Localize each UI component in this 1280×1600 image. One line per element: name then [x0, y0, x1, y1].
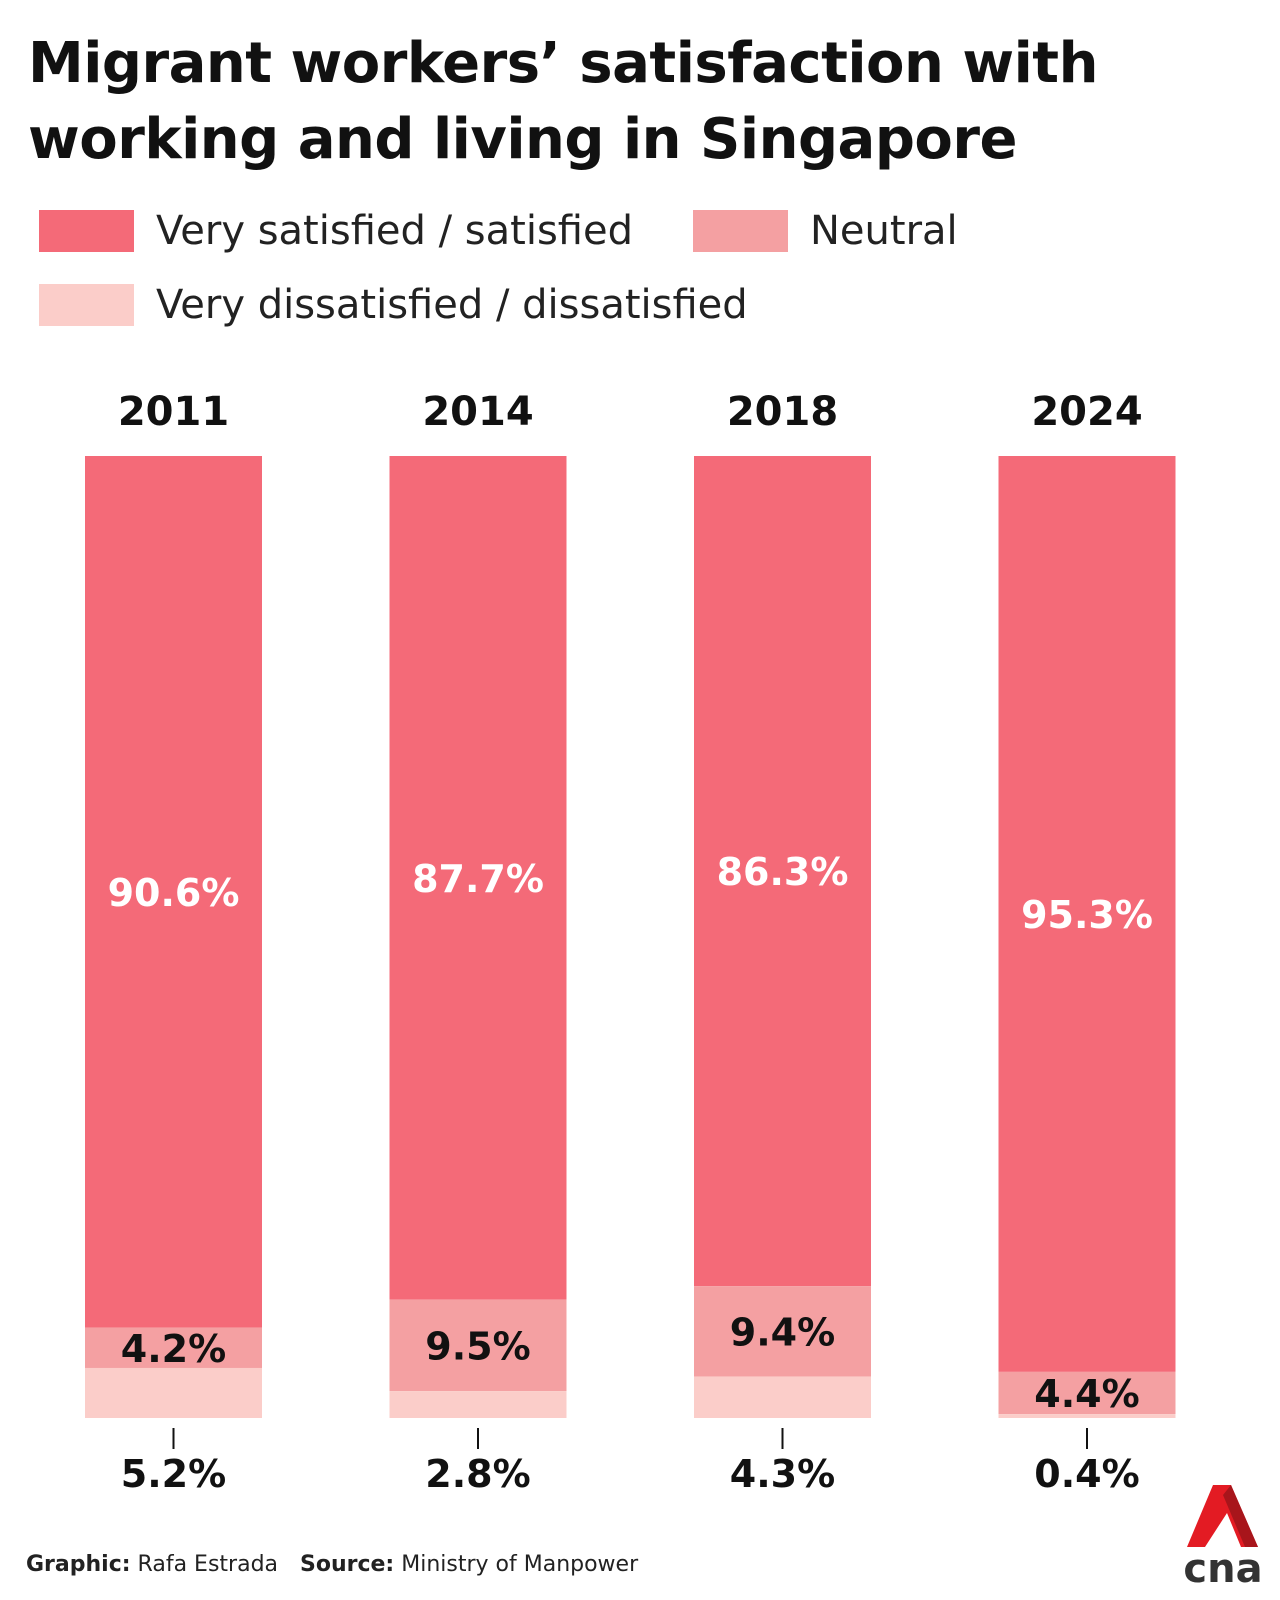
data-label: 5.2%	[121, 1452, 226, 1496]
bar-segment-satisfied	[389, 456, 567, 1300]
stacked-bar-chart: 2011 90.6% 4.2% 5.2% 2014 87.7% 9.5% 2.8% 2018 86…	[85, 389, 1176, 1496]
data-label: 86.3%	[717, 850, 849, 894]
footer-graphic: Graphic: Rafa Estrada	[26, 1552, 278, 1577]
chart-title: Migrant workers’ satisfaction with worki…	[28, 31, 1098, 172]
bar-segment-neutral	[85, 1327, 262, 1368]
data-label: 4.2%	[121, 1327, 226, 1371]
graphic-value: Rafa Estrada	[137, 1552, 279, 1577]
bar-segment-dissatisfied	[85, 1367, 262, 1418]
bar-segment-neutral	[694, 1286, 871, 1377]
legend-label: Neutral	[810, 208, 958, 254]
data-label: 90.6%	[108, 871, 240, 915]
bar-segment-neutral	[389, 1299, 567, 1392]
legend-swatch-dissatisfied	[39, 284, 134, 326]
bar-segment-dissatisfied	[998, 1414, 1176, 1418]
data-label: 4.3%	[730, 1452, 835, 1496]
data-label: 9.4%	[730, 1310, 835, 1354]
legend-label: Very dissatisfied / dissatisfied	[156, 282, 748, 328]
legend-item-dissatisfied: Very dissatisfied / dissatisfied	[39, 282, 748, 328]
bar-segment-dissatisfied	[694, 1376, 871, 1418]
year-label: 2011	[118, 389, 229, 435]
bar-segment-neutral	[998, 1371, 1176, 1415]
data-label: 2.8%	[425, 1452, 530, 1496]
source-label: Source:	[300, 1552, 395, 1577]
legend-swatch-neutral	[693, 210, 788, 252]
bar-segment-satisfied	[694, 456, 871, 1287]
logo-text: cna	[1183, 1546, 1262, 1585]
legend-label: Very satisfied / satisfied	[156, 208, 633, 254]
data-label: 87.7%	[412, 857, 544, 901]
year-label: 2024	[1031, 389, 1142, 435]
data-label: 95.3%	[1021, 893, 1153, 937]
legend-item-neutral: Neutral	[693, 208, 958, 254]
year-label: 2014	[422, 389, 533, 435]
year-label: 2018	[727, 389, 838, 435]
bar-segment-satisfied	[85, 456, 262, 1328]
legend-swatch-satisfied	[39, 210, 134, 252]
graphic-label: Graphic:	[26, 1552, 131, 1577]
data-label: 0.4%	[1034, 1452, 1139, 1496]
bar-segment-dissatisfied	[389, 1391, 567, 1418]
source-value: Ministry of Manpower	[401, 1552, 639, 1577]
bar-segment-satisfied	[998, 456, 1176, 1372]
legend-item-satisfied: Very satisfied / satisfied	[39, 208, 633, 254]
data-label: 9.5%	[425, 1324, 530, 1368]
footer-source: Source: Ministry of Manpower	[300, 1552, 638, 1577]
data-label: 4.4%	[1034, 1372, 1139, 1416]
cna-logo: cna	[1183, 1485, 1263, 1592]
